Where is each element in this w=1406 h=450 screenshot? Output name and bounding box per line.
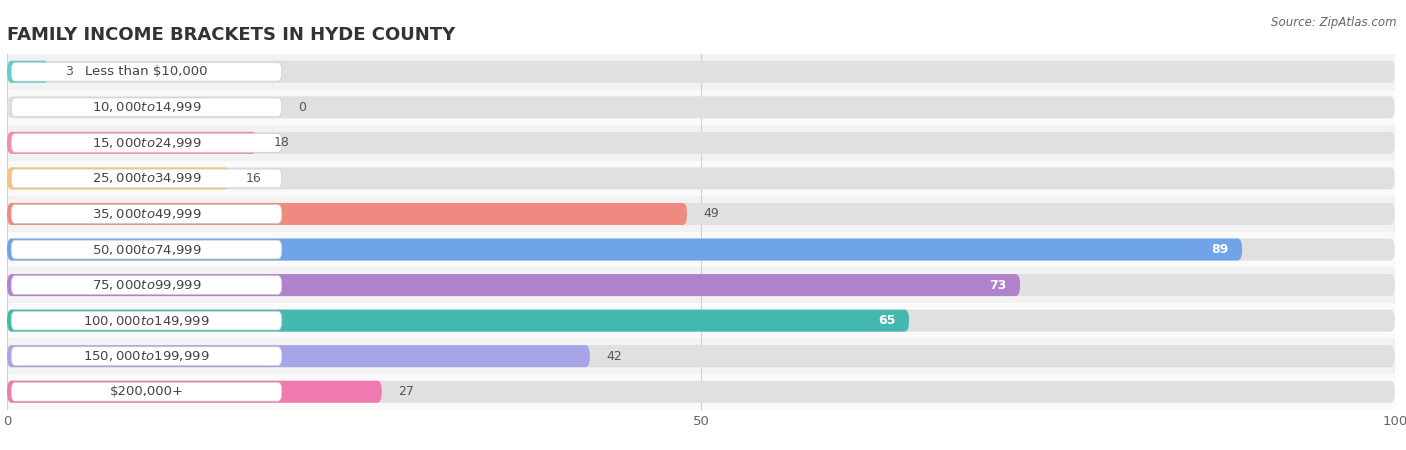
FancyBboxPatch shape [7, 274, 1021, 296]
FancyBboxPatch shape [7, 303, 1395, 338]
Text: 42: 42 [606, 350, 623, 363]
FancyBboxPatch shape [11, 63, 281, 81]
FancyBboxPatch shape [7, 132, 1395, 154]
Text: 27: 27 [398, 385, 415, 398]
FancyBboxPatch shape [11, 347, 281, 365]
Text: $150,000 to $199,999: $150,000 to $199,999 [83, 349, 209, 363]
FancyBboxPatch shape [7, 238, 1241, 261]
FancyBboxPatch shape [11, 240, 281, 259]
FancyBboxPatch shape [7, 196, 1395, 232]
FancyBboxPatch shape [7, 381, 381, 403]
Text: FAMILY INCOME BRACKETS IN HYDE COUNTY: FAMILY INCOME BRACKETS IN HYDE COUNTY [7, 26, 456, 44]
Text: $10,000 to $14,999: $10,000 to $14,999 [91, 100, 201, 114]
Text: 65: 65 [877, 314, 896, 327]
FancyBboxPatch shape [7, 54, 1395, 90]
FancyBboxPatch shape [7, 338, 1395, 374]
FancyBboxPatch shape [7, 61, 49, 83]
Text: $35,000 to $49,999: $35,000 to $49,999 [91, 207, 201, 221]
FancyBboxPatch shape [7, 132, 257, 154]
Text: $100,000 to $149,999: $100,000 to $149,999 [83, 314, 209, 328]
Text: $25,000 to $34,999: $25,000 to $34,999 [91, 171, 201, 185]
FancyBboxPatch shape [11, 98, 281, 117]
FancyBboxPatch shape [7, 125, 1395, 161]
Text: 3: 3 [65, 65, 73, 78]
Text: 0: 0 [298, 101, 307, 114]
FancyBboxPatch shape [11, 382, 281, 401]
Text: 73: 73 [988, 279, 1007, 292]
FancyBboxPatch shape [7, 267, 1395, 303]
FancyBboxPatch shape [7, 310, 1395, 332]
Text: 89: 89 [1211, 243, 1229, 256]
FancyBboxPatch shape [7, 167, 229, 189]
FancyBboxPatch shape [7, 310, 910, 332]
Text: $15,000 to $24,999: $15,000 to $24,999 [91, 136, 201, 150]
FancyBboxPatch shape [7, 274, 1395, 296]
Text: $50,000 to $74,999: $50,000 to $74,999 [91, 243, 201, 256]
FancyBboxPatch shape [11, 311, 281, 330]
FancyBboxPatch shape [11, 169, 281, 188]
FancyBboxPatch shape [7, 381, 1395, 403]
Text: 49: 49 [703, 207, 720, 220]
FancyBboxPatch shape [11, 276, 281, 294]
FancyBboxPatch shape [7, 374, 1395, 410]
Text: 18: 18 [274, 136, 290, 149]
FancyBboxPatch shape [7, 90, 1395, 125]
Text: Source: ZipAtlas.com: Source: ZipAtlas.com [1271, 16, 1396, 29]
Text: Less than $10,000: Less than $10,000 [86, 65, 208, 78]
FancyBboxPatch shape [7, 345, 591, 367]
FancyBboxPatch shape [7, 61, 1395, 83]
FancyBboxPatch shape [11, 134, 281, 152]
FancyBboxPatch shape [7, 345, 1395, 367]
Text: 16: 16 [246, 172, 262, 185]
FancyBboxPatch shape [7, 96, 1395, 118]
FancyBboxPatch shape [7, 161, 1395, 196]
FancyBboxPatch shape [7, 203, 688, 225]
FancyBboxPatch shape [7, 203, 1395, 225]
FancyBboxPatch shape [7, 232, 1395, 267]
FancyBboxPatch shape [7, 238, 1395, 261]
FancyBboxPatch shape [7, 167, 1395, 189]
Text: $75,000 to $99,999: $75,000 to $99,999 [91, 278, 201, 292]
FancyBboxPatch shape [11, 205, 281, 223]
Text: $200,000+: $200,000+ [110, 385, 184, 398]
